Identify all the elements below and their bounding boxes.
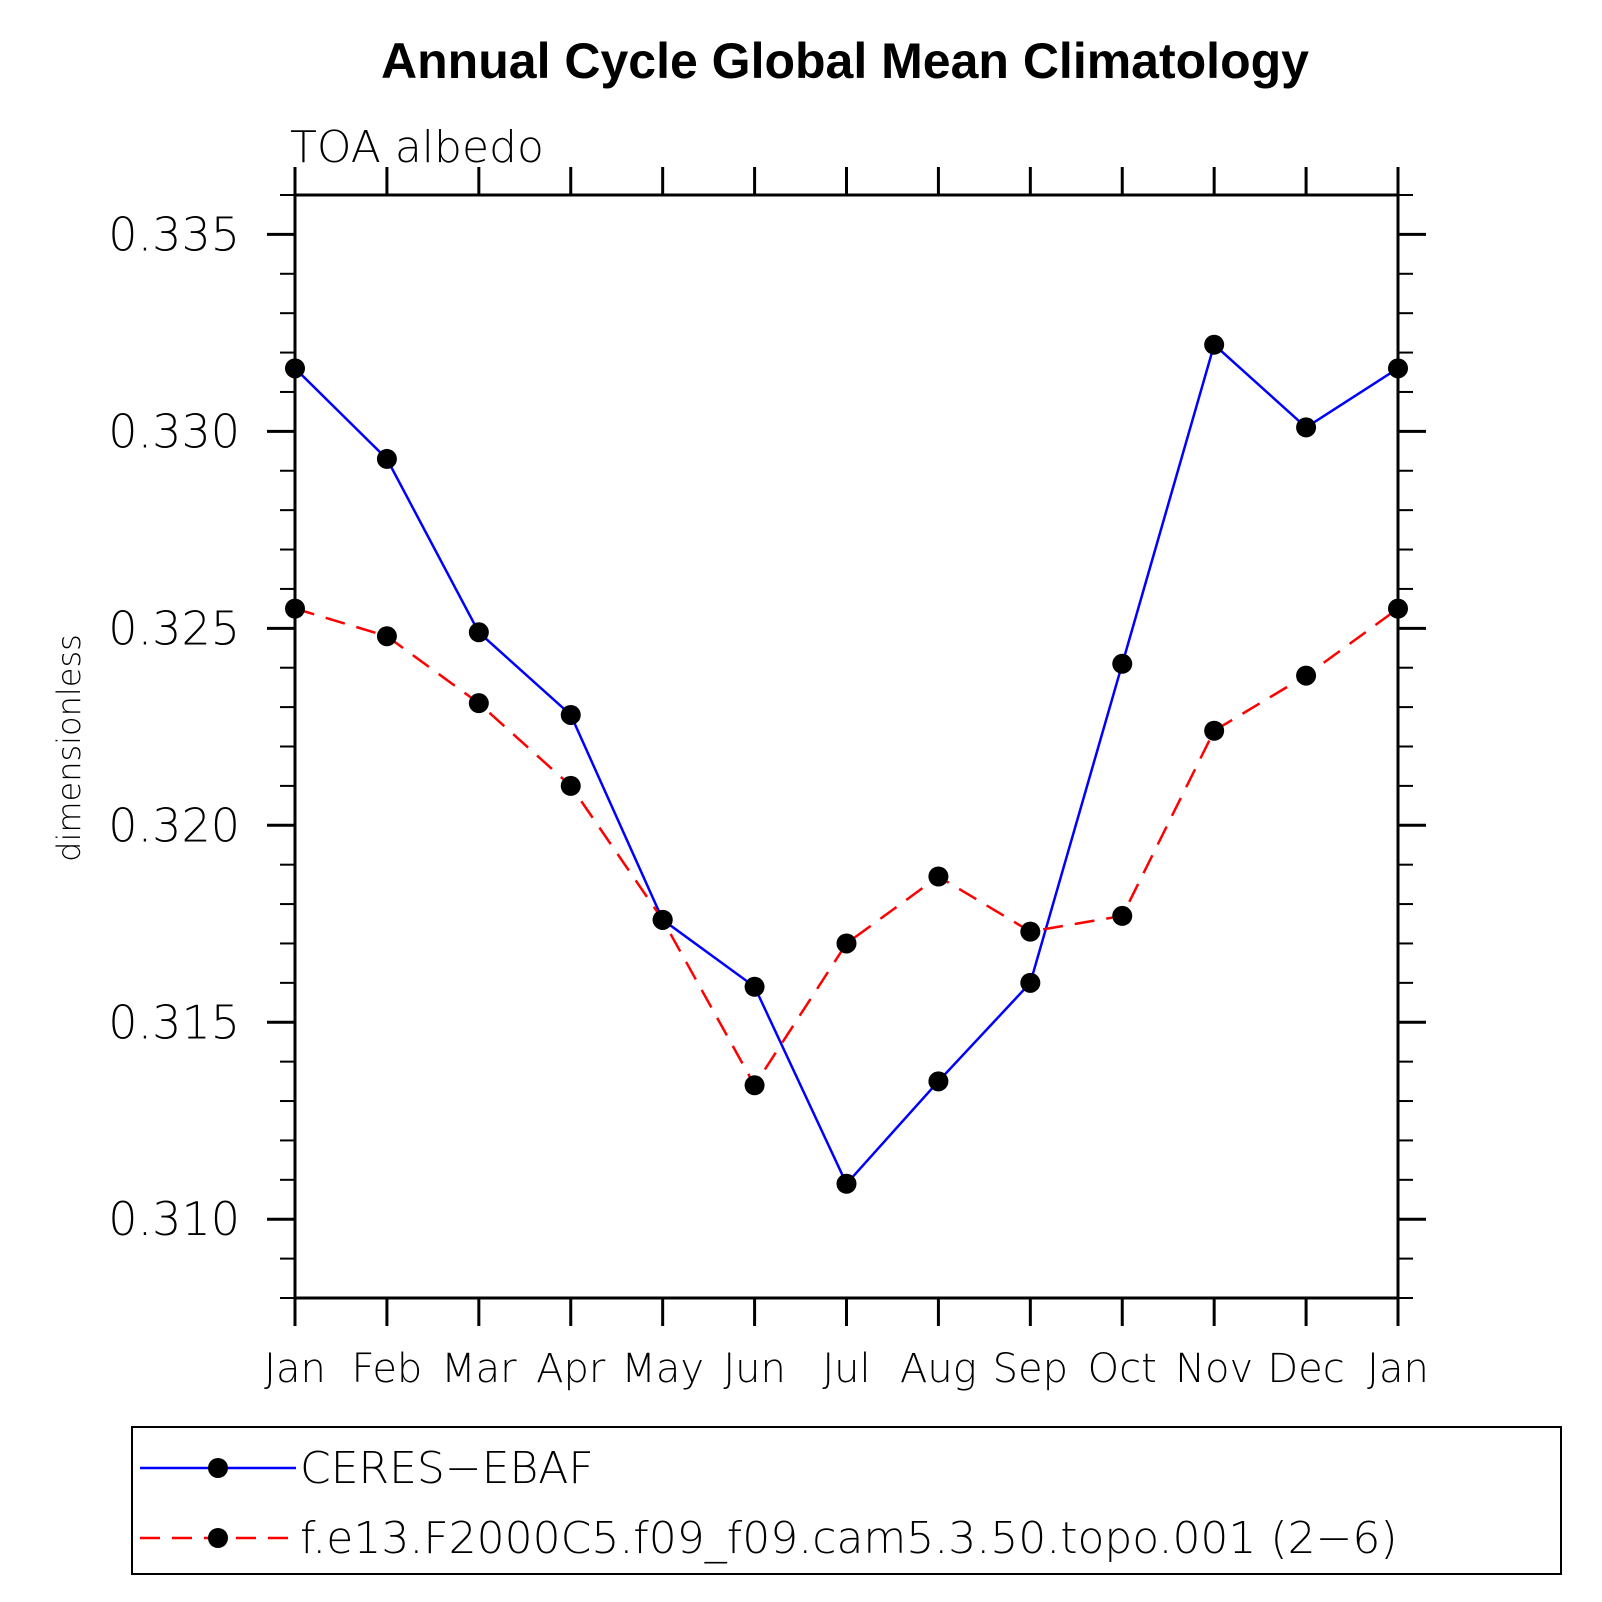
x-tick-label: Jan [264, 1346, 326, 1392]
legend-marker-model [208, 1528, 228, 1548]
series-1-point [744, 1075, 765, 1096]
x-tick-label: Feb [352, 1346, 423, 1392]
y-tick-label: 0.310 [108, 1192, 240, 1246]
series-0-point [560, 704, 581, 725]
series-1-point [928, 866, 949, 887]
series-0-point [376, 448, 397, 469]
series-0-point [285, 358, 305, 379]
series-0-point [1020, 972, 1041, 993]
y-tick-label: 0.325 [108, 601, 240, 655]
x-tick-label: May [621, 1346, 704, 1392]
x-tick-label: Aug [900, 1346, 977, 1392]
series-line-1 [294, 607, 1399, 1088]
x-tick-label: Jan [1367, 1346, 1429, 1392]
x-tick-label: Sep [993, 1346, 1068, 1392]
x-tick-label: Oct [1088, 1346, 1157, 1392]
series-1-point [468, 693, 489, 714]
series-1-point [836, 933, 857, 954]
series-0-point [1296, 417, 1317, 438]
chart-title: Annual Cycle Global Mean Climatology [381, 33, 1309, 89]
axis-ticks [267, 167, 1426, 1326]
series-0-point [468, 622, 489, 643]
x-tick-label: Jun [723, 1346, 786, 1392]
series-layer [285, 334, 1408, 1194]
series-line-0 [294, 342, 1399, 1187]
legend-box [131, 1426, 1562, 1575]
series-0-point [1388, 358, 1408, 379]
series-1-point [560, 775, 581, 796]
y-tick-labels: 0.310 0.315 0.320 0.325 0.330 0.335 [108, 207, 240, 1246]
y-tick-label: 0.320 [108, 798, 240, 852]
series-1-point [1020, 921, 1041, 942]
series-0-point [1112, 653, 1133, 674]
plot-frame [293, 193, 1400, 1300]
series-1-point [1388, 598, 1408, 619]
x-tick-labels: Jan Feb Mar Apr May Jun Jul Aug Sep Oct Nov Dec Jan [264, 1346, 1429, 1392]
y-tick-label: 0.315 [108, 995, 240, 1049]
series-1-point [1112, 905, 1133, 926]
chart-subtitle: TOA albedo [290, 122, 544, 173]
x-tick-label: Jul [822, 1346, 870, 1392]
x-tick-label: Mar [441, 1346, 517, 1392]
series-1-point [1296, 665, 1317, 686]
y-axis-label: dimensionless [50, 634, 88, 862]
legend-label-model: f.e13.F2000C5.f09_f09.cam5.3.50.topo.001… [300, 1513, 1398, 1564]
legend-label-ceres: CERES−EBAF [300, 1443, 594, 1494]
series-1-point [1204, 720, 1225, 741]
series-0-point [1204, 334, 1225, 355]
legend: CERES−EBAF f.e13.F2000C5.f09_f09.cam5.3.… [131, 1426, 1562, 1575]
series-0-point [744, 976, 765, 997]
y-tick-label: 0.335 [108, 207, 240, 261]
x-tick-label: Apr [536, 1346, 606, 1392]
series-0-point [928, 1071, 949, 1092]
y-tick-label: 0.330 [108, 404, 240, 458]
x-tick-label: Nov [1175, 1346, 1253, 1392]
series-1-point [285, 598, 305, 619]
x-tick-label: Dec [1267, 1346, 1344, 1392]
series-1-point [376, 626, 397, 647]
series-1-point [652, 909, 673, 930]
legend-marker-ceres [208, 1458, 228, 1478]
series-0-point [836, 1173, 857, 1194]
